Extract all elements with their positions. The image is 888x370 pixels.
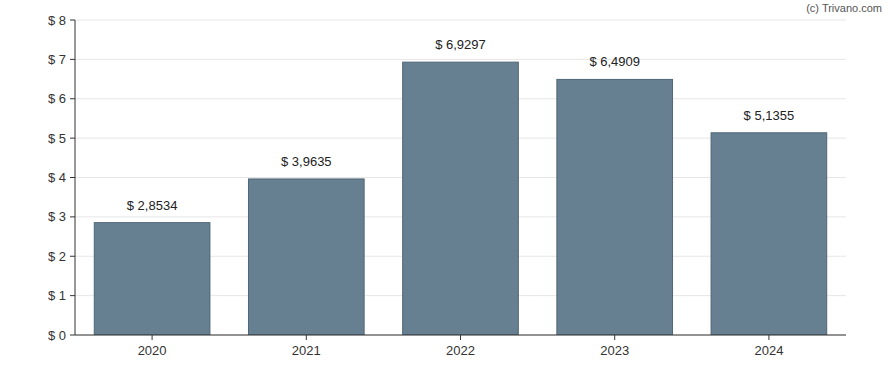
grid (75, 20, 846, 335)
bar (557, 79, 673, 335)
y-tick-label: $ 3 (48, 209, 66, 224)
x-tick-label: 2023 (600, 343, 629, 358)
x-tick-label: 2020 (138, 343, 167, 358)
y-tick (70, 98, 75, 99)
y-tick-label: $ 7 (48, 52, 66, 67)
data-label: $ 3,9635 (281, 154, 332, 169)
chart-container: $ 0 $ 1 $ 2 $ 3 $ 4 $ 5 $ 6 $ 7 $ 8 $ 2,8534 $ 3,9… (0, 0, 888, 370)
annotation: (c) Trivano.com (806, 2, 882, 14)
data-label: $ 6,9297 (435, 37, 486, 52)
bar (403, 62, 519, 335)
y-tick-label: $ 4 (48, 170, 66, 185)
y-tick-label: $ 8 (48, 13, 66, 28)
y-tick (70, 216, 75, 217)
data-label: $ 2,8534 (127, 198, 178, 213)
x-tick (614, 335, 615, 340)
x-tick (768, 335, 769, 340)
y-axis-line (75, 20, 76, 335)
x-tick (306, 335, 307, 340)
y-tick (70, 138, 75, 139)
y-tick (70, 295, 75, 296)
y-tick-label: $ 2 (48, 249, 66, 264)
x-tick (152, 335, 153, 340)
y-tick (70, 59, 75, 60)
y-tick-label: $ 0 (48, 328, 66, 343)
data-label: $ 5,1355 (744, 108, 795, 123)
bar (248, 179, 364, 335)
y-tick (70, 20, 75, 21)
bar (94, 223, 210, 335)
y-tick-label: $ 1 (48, 288, 66, 303)
data-label: $ 6,4909 (589, 54, 640, 69)
x-tick-label: 2024 (754, 343, 783, 358)
y-tick-label: $ 5 (48, 131, 66, 146)
x-tick-label: 2021 (292, 343, 321, 358)
y-tick (70, 256, 75, 257)
bars (94, 62, 826, 335)
x-tick-label: 2022 (446, 343, 475, 358)
x-tick (460, 335, 461, 340)
grid-line (75, 20, 846, 21)
y-tick-label: $ 6 (48, 91, 66, 106)
y-tick (70, 177, 75, 178)
grid-line (75, 59, 846, 60)
bar (711, 133, 827, 335)
chart-svg: $ 0 $ 1 $ 2 $ 3 $ 4 $ 5 $ 6 $ 7 $ 8 $ 2,8534 $ 3,9… (0, 0, 888, 370)
y-tick (70, 335, 75, 336)
